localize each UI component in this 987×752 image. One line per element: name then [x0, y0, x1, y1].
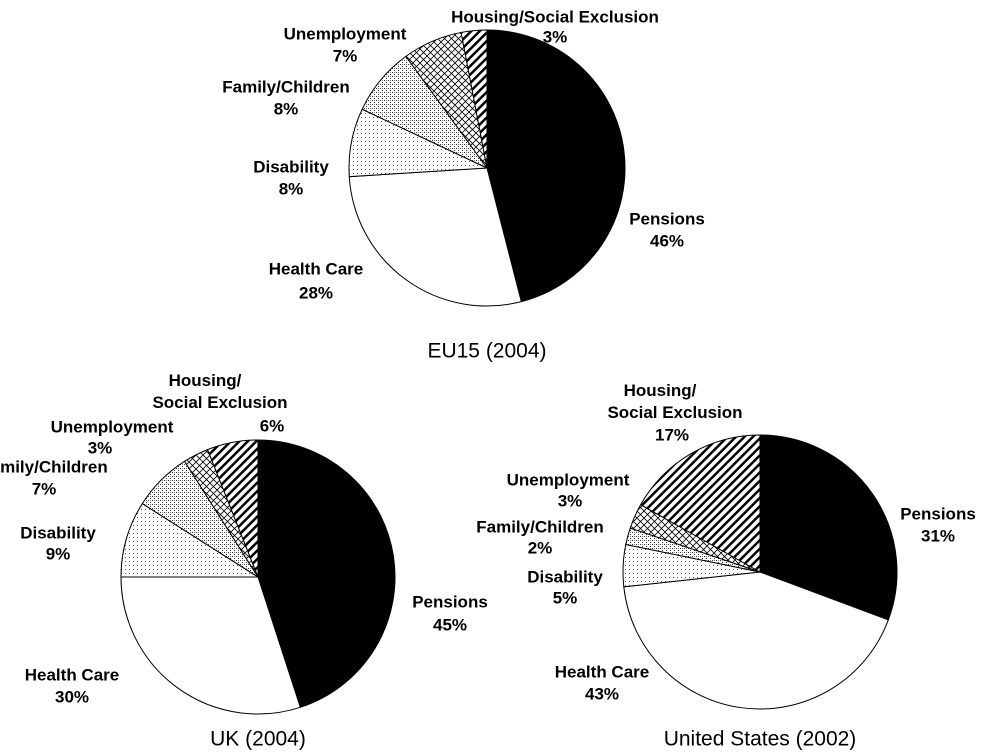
pie-slice [460, 29, 488, 169]
slice-value-label: 45% [433, 615, 467, 634]
slice-value-label: 46% [650, 231, 684, 250]
slice-label: Unemployment [284, 24, 407, 43]
slice-value-label: 43% [585, 684, 619, 703]
slice-value-label: 3% [88, 438, 113, 457]
slice-value-label: 2% [528, 538, 553, 557]
pie-slice [486, 29, 626, 303]
slice-label: Family/Children [476, 517, 604, 536]
slice-label: Health Care [25, 665, 119, 684]
slice-label: Housing/Social Exclusion [152, 371, 287, 412]
slice-label: Housing/Social Exclusion [607, 381, 742, 422]
pie-slice [206, 439, 259, 578]
slice-label: Unemployment [51, 417, 174, 436]
slice-value-label: 31% [921, 526, 955, 545]
slice-value-label: 28% [299, 283, 333, 302]
slice-label: Health Care [269, 259, 363, 278]
slice-value-label: 8% [279, 179, 304, 198]
pie-slice [759, 434, 898, 621]
pie-slice [257, 439, 396, 708]
slice-label: Disability [20, 523, 96, 542]
slice-value-label: 8% [274, 99, 299, 118]
slice-label: Family/Children [0, 457, 108, 476]
slice-label: Family/Children [222, 77, 350, 96]
slice-value-label: 5% [553, 588, 578, 607]
pie-slice [120, 576, 301, 715]
pie-slice [623, 571, 889, 710]
slice-label: Disability [253, 157, 329, 176]
slice-label: Unemployment [507, 470, 630, 489]
slice-value-label: 9% [46, 544, 71, 563]
slice-value-label: 30% [55, 687, 89, 706]
slice-value-label: 6% [260, 416, 285, 435]
slice-label: Housing/Social Exclusion [451, 7, 659, 26]
chart-title: UK (2004) [210, 728, 306, 751]
slice-label: Disability [527, 567, 603, 586]
slice-label: Health Care [555, 662, 649, 681]
slice-value-label: 7% [32, 479, 57, 498]
slice-value-label: 7% [333, 46, 358, 65]
slice-value-label: 3% [543, 27, 568, 46]
pie-slice [639, 434, 761, 573]
chart-title: EU15 (2004) [427, 340, 546, 363]
pie-slice [348, 167, 522, 307]
chart-title: United States (2002) [664, 728, 857, 751]
slice-label: Pensions [412, 592, 488, 611]
slice-value-label: 17% [655, 425, 689, 444]
slice-label: Pensions [900, 504, 976, 523]
slice-label: Pensions [629, 209, 705, 228]
slice-value-label: 3% [558, 491, 583, 510]
